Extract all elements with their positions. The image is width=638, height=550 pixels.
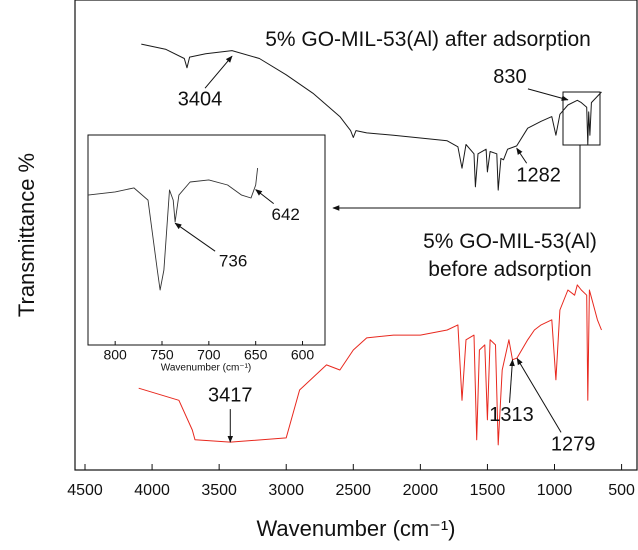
annotation-label: 3404	[178, 88, 223, 110]
x-tick-label: 750	[150, 347, 174, 363]
x-tick-label: 500	[608, 482, 635, 499]
x-tick-label: 3500	[201, 482, 237, 499]
spectrum-line	[138, 284, 602, 446]
annotation-label: 1279	[551, 434, 596, 456]
annotation-arrow	[255, 189, 274, 204]
x-tick-label: 2000	[403, 482, 439, 499]
x-axis-title: Wavenumber (cm⁻¹)	[256, 516, 455, 541]
annotation-label: 1282	[516, 165, 561, 187]
x-tick-label: 2500	[335, 482, 371, 499]
annotation-label: 1313	[489, 404, 534, 426]
spectrum-line	[141, 43, 602, 191]
x-tick-label: 600	[291, 347, 315, 363]
inset-frame	[87, 134, 326, 346]
x-tick-label: 650	[244, 347, 268, 363]
series-label: 5% GO-MIL-53(Al) after adsorption	[265, 28, 591, 51]
x-tick-label: 800	[103, 347, 127, 363]
plot-frame	[74, 0, 638, 471]
annotation-label: 736	[219, 252, 247, 271]
x-tick-label: 1000	[537, 482, 573, 499]
x-tick-label: 4000	[134, 482, 170, 499]
x-tick-label: 3000	[268, 482, 304, 499]
annotation-arrow	[509, 359, 515, 403]
y-axis-title: Transmittance %	[14, 153, 39, 317]
spectrum-line	[87, 167, 259, 291]
annotation-label: 3417	[208, 384, 253, 406]
x-tick-label: 4500	[67, 482, 103, 499]
annotation-arrow	[527, 88, 569, 101]
annotation-arrow	[174, 222, 216, 252]
annotation-arrow	[516, 357, 562, 433]
inset-x-axis-title: Wavenumber (cm⁻¹)	[161, 363, 251, 374]
annotation-arrow	[516, 147, 528, 164]
series-label: 5% GO-MIL-53(Al) before adsorption	[423, 230, 597, 281]
annotation-arrow	[204, 55, 233, 89]
x-tick-label: 1500	[470, 482, 506, 499]
annotation-label: 830	[493, 66, 526, 88]
x-tick-label: 700	[197, 347, 221, 363]
zoom-connector	[332, 145, 581, 211]
annotation-label: 642	[271, 205, 299, 224]
zoom-box	[562, 91, 601, 146]
